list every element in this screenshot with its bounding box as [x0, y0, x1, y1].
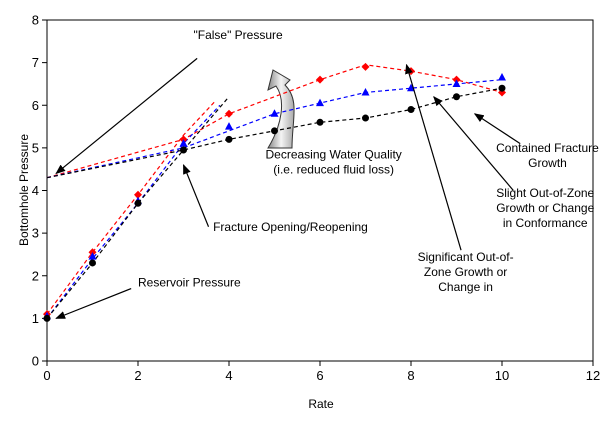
annotation-text: Fracture Opening/Reopening — [213, 220, 368, 234]
data-point-triangle — [452, 79, 461, 87]
annotation-arrow — [433, 95, 514, 191]
data-point-circle — [225, 135, 233, 143]
x-tick-label: 6 — [316, 368, 323, 383]
y-tick-label: 7 — [32, 55, 39, 70]
data-point-diamond — [225, 109, 233, 118]
y-tick-label: 8 — [32, 13, 39, 28]
data-point-circle — [134, 199, 142, 207]
series-points — [43, 62, 506, 322]
y-tick-label: 2 — [32, 268, 39, 283]
data-point-circle — [498, 84, 506, 92]
data-point-circle — [89, 259, 96, 267]
y-axis-label: Bottomhole Pressure — [17, 134, 31, 246]
annotation-text: Significant Out-of-Zone Growth or Change … — [418, 250, 514, 294]
annotation-arrow — [405, 63, 462, 251]
annotation-text: Slight Out-of-Zone Growth or Change in Con… — [496, 186, 594, 230]
y-tick-label: 3 — [32, 226, 39, 241]
data-point-diamond — [134, 190, 142, 199]
annotation-text: Decreasing Water Quality (i.e. reduced fl… — [266, 148, 402, 177]
data-point-triangle — [88, 252, 97, 260]
data-point-circle — [407, 106, 415, 114]
x-tick-label: 12 — [586, 368, 600, 383]
data-point-triangle — [498, 73, 506, 81]
y-tick-label: 1 — [32, 311, 39, 326]
series-1-fracture-line — [46, 104, 221, 319]
annotation-text: Contained Fracture Growth — [496, 141, 599, 170]
data-point-triangle — [270, 109, 279, 117]
x-tick-label: 0 — [43, 368, 50, 383]
data-point-triangle — [179, 139, 188, 147]
x-tick-label: 4 — [225, 368, 232, 383]
data-point-circle — [362, 114, 369, 122]
annotation-arrow — [55, 287, 132, 319]
annotations: "False" Pressure Decreasing Water Quality… — [55, 28, 599, 319]
decor-layer — [267, 69, 295, 149]
series-2-fracture-line — [46, 96, 230, 319]
data-point-triangle — [407, 83, 415, 92]
curved-arrow-icon — [267, 69, 295, 149]
annotation-arrow — [55, 57, 198, 175]
data-point-circle — [180, 146, 187, 154]
data-point-triangle — [316, 98, 324, 107]
data-point-triangle — [361, 87, 370, 96]
y-tick-label: 6 — [32, 98, 39, 113]
data-point-triangle — [225, 122, 233, 130]
data-point-circle — [316, 118, 324, 126]
data-point-circle — [271, 127, 278, 135]
y-tick-label: 0 — [32, 354, 39, 369]
annotation-text: Reservoir Pressure — [138, 275, 241, 289]
annotation-arrow — [473, 113, 521, 145]
x-tick-label: 2 — [134, 368, 141, 383]
x-tick-label: 8 — [407, 368, 414, 383]
x-tick-label: 10 — [495, 368, 509, 383]
data-point-diamond — [361, 62, 370, 71]
x-axis-label: Rate — [308, 397, 334, 411]
y-tick-label: 5 — [32, 140, 39, 155]
annotation-text: "False" Pressure — [193, 28, 283, 42]
series-lines — [46, 64, 503, 319]
data-point-diamond — [316, 75, 324, 84]
annotation-arrow — [182, 163, 210, 227]
y-tick-label: 4 — [32, 183, 39, 198]
data-point-circle — [43, 314, 51, 322]
data-point-circle — [453, 93, 460, 101]
